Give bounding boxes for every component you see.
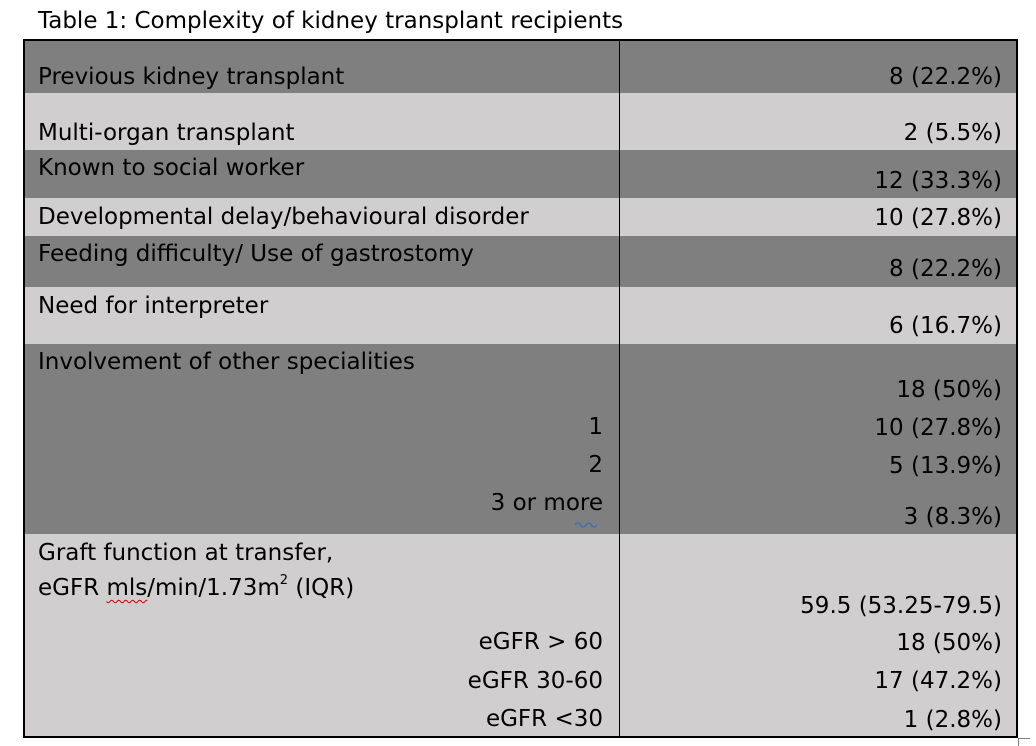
cell-value-graft: 59.5 (53.25-79.5) — [800, 593, 1002, 619]
graft-label-suffix: (IQR) — [288, 575, 355, 601]
cell-label-feeding: Feeding difficulty/ Use of gastrostomy — [38, 241, 474, 267]
page-corner-mark — [1018, 738, 1030, 746]
graft-label-prefix: eGFR — [38, 575, 107, 601]
table-row — [25, 93, 1016, 150]
cell-label-interpreter: Need for interpreter — [38, 293, 269, 319]
table-row — [25, 534, 1016, 736]
cell-label-egfr-30-60: eGFR 30-60 — [467, 668, 603, 694]
cell-label-egfr-under-30: eGFR <30 — [485, 706, 603, 732]
cell-value-specialities-1: 10 (27.8%) — [874, 415, 1002, 441]
cell-value-egfr-over-60: 18 (50%) — [896, 630, 1002, 656]
cell-value-feeding: 8 (22.2%) — [889, 256, 1002, 282]
cell-label-previous-transplant: Previous kidney transplant — [38, 64, 345, 90]
table-caption: Table 1: Complexity of kidney transplant… — [38, 8, 624, 34]
column-divider — [619, 41, 620, 736]
cell-label-specialities-3: 3 or more — [490, 490, 603, 516]
graft-label-sup: 2 — [279, 573, 289, 589]
cell-label-graft-line2: eGFR mls/min/1.73m2 (IQR) — [38, 573, 354, 603]
grammar-mark-icon — [574, 518, 598, 532]
table-row — [25, 344, 1016, 534]
cell-label-social-worker: Known to social worker — [38, 155, 305, 181]
cell-value-specialities-2: 5 (13.9%) — [889, 453, 1002, 479]
cell-label-specialities-1: 1 — [588, 414, 603, 440]
table-row — [25, 287, 1016, 344]
cell-value-egfr-under-30: 1 (2.8%) — [903, 707, 1002, 733]
cell-value-egfr-30-60: 17 (47.2%) — [874, 668, 1002, 694]
table-row — [25, 150, 1016, 198]
cell-value-specialities-3: 3 (8.3%) — [903, 504, 1002, 530]
cell-value-social-worker: 12 (33.3%) — [874, 168, 1002, 194]
cell-label-multi-organ: Multi-organ transplant — [38, 120, 295, 146]
cell-value-interpreter: 6 (16.7%) — [889, 313, 1002, 339]
table-row — [25, 41, 1016, 93]
cell-value-developmental: 10 (27.8%) — [874, 205, 1002, 231]
cell-label-specialities-2: 2 — [588, 452, 603, 478]
complexity-table: Previous kidney transplant 8 (22.2%) Mul… — [23, 39, 1018, 738]
cell-label-specialities: Involvement of other specialities — [38, 349, 415, 375]
graft-label-mls: mls — [106, 575, 148, 601]
cell-label-graft-line1: Graft function at transfer, — [38, 540, 334, 566]
table-row — [25, 198, 1016, 236]
cell-value-previous-transplant: 8 (22.2%) — [889, 64, 1002, 90]
table-row — [25, 236, 1016, 287]
cell-label-developmental: Developmental delay/behavioural disorder — [38, 204, 529, 230]
cell-value-specialities: 18 (50%) — [896, 377, 1002, 403]
cell-value-multi-organ: 2 (5.5%) — [903, 120, 1002, 146]
graft-label-mid: /min/1.73m — [147, 575, 280, 601]
cell-label-egfr-over-60: eGFR > 60 — [478, 629, 603, 655]
